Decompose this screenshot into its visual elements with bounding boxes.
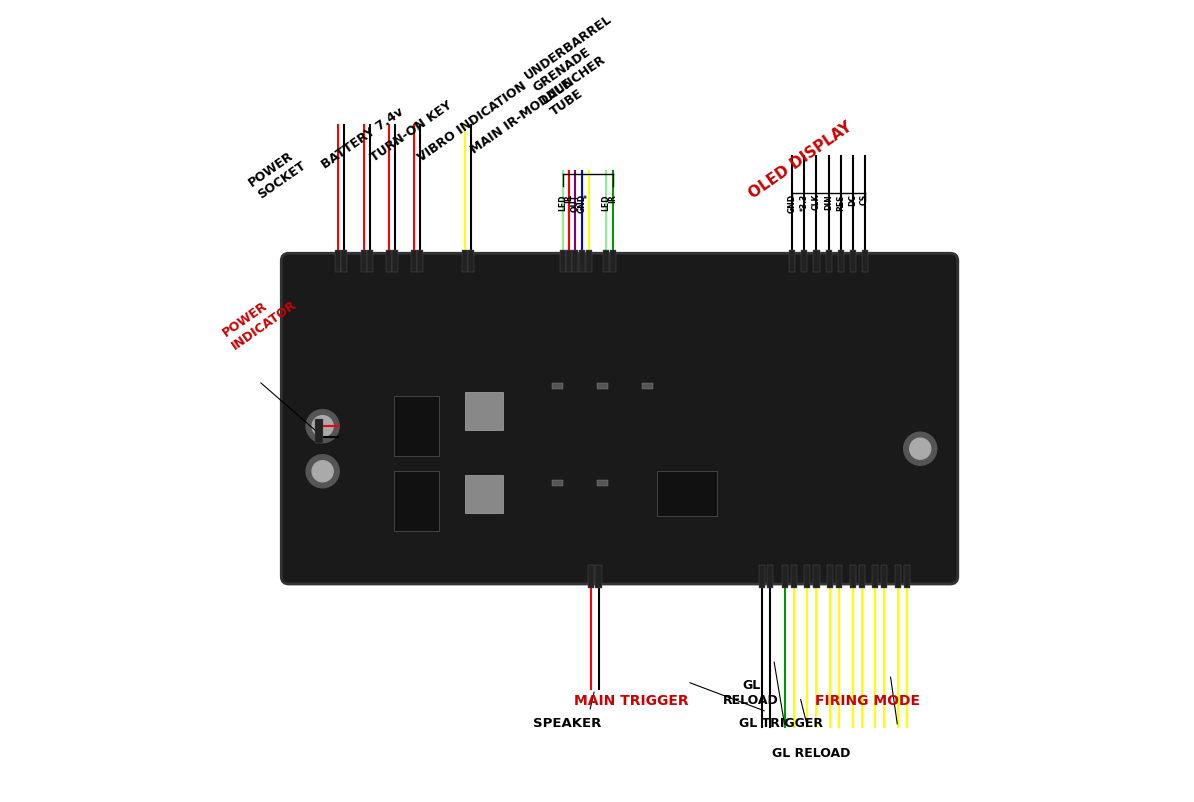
Bar (468, 250, 474, 273)
Bar (862, 250, 868, 273)
Text: DIN: DIN (824, 194, 833, 209)
Bar (801, 250, 807, 273)
Text: MAIN TRIGGER: MAIN TRIGGER (573, 693, 688, 707)
Text: *: * (584, 194, 593, 198)
Bar (767, 565, 773, 588)
Bar (603, 250, 609, 273)
Bar (837, 250, 843, 273)
Bar (850, 250, 856, 273)
Text: GL
RELOAD: GL RELOAD (724, 678, 778, 706)
Text: OLED DISPLAY: OLED DISPLAY (746, 119, 855, 201)
Bar (790, 565, 796, 588)
Text: OUT: OUT (571, 194, 580, 212)
Bar (411, 250, 417, 273)
Text: DC: DC (848, 194, 857, 206)
Bar (462, 250, 468, 273)
Text: CLK: CLK (812, 194, 821, 210)
Circle shape (904, 432, 937, 466)
Circle shape (306, 410, 339, 444)
Circle shape (306, 456, 339, 488)
Bar (782, 565, 788, 588)
Bar (552, 383, 564, 389)
Bar (597, 480, 608, 487)
Text: GL RELOAD: GL RELOAD (773, 746, 850, 759)
Bar (850, 565, 856, 588)
Bar (367, 250, 373, 273)
Text: CS: CS (860, 194, 869, 205)
Text: VIBRO INDICATION: VIBRO INDICATION (416, 79, 529, 164)
Circle shape (312, 461, 333, 482)
Bar (858, 565, 864, 588)
Text: *3.3: *3.3 (800, 194, 810, 211)
Bar (805, 565, 811, 588)
Bar (789, 250, 795, 273)
Bar (334, 250, 340, 273)
Bar (552, 480, 564, 487)
Bar (894, 565, 900, 588)
Bar (572, 250, 578, 273)
Bar (825, 250, 831, 273)
Bar (560, 250, 566, 273)
Text: GL TRIGGER: GL TRIGGER (739, 715, 823, 729)
Bar (596, 565, 602, 588)
Text: IR: IR (565, 194, 573, 203)
Text: SPEAKER: SPEAKER (533, 715, 601, 729)
Bar (586, 250, 592, 273)
Text: LED: LED (602, 194, 610, 210)
Text: BATTERY 7.4v: BATTERY 7.4v (319, 105, 406, 172)
Text: RES: RES (836, 194, 845, 210)
Bar (813, 250, 819, 273)
Bar (881, 565, 887, 588)
Bar (417, 250, 423, 273)
Circle shape (312, 416, 333, 437)
Bar (597, 383, 608, 389)
Text: GND: GND (578, 194, 586, 213)
Text: IR: IR (608, 194, 617, 203)
Text: GND: GND (788, 194, 796, 213)
Bar (759, 565, 765, 588)
Bar (610, 250, 616, 273)
Bar (315, 420, 322, 444)
Bar (579, 250, 585, 273)
Bar (466, 393, 503, 431)
Bar (386, 250, 392, 273)
Bar (361, 250, 367, 273)
Bar (904, 565, 910, 588)
Bar (827, 565, 833, 588)
Circle shape (910, 439, 931, 460)
Text: FIRING MODE: FIRING MODE (816, 693, 921, 707)
Text: LED: LED (559, 194, 567, 210)
Bar (466, 476, 503, 513)
Bar (566, 250, 572, 273)
Bar (394, 396, 439, 456)
Text: MAIN IR-MODULE: MAIN IR-MODULE (468, 77, 574, 156)
FancyBboxPatch shape (282, 254, 958, 585)
Text: UNDERBARREL
GRENADE
LAUNCHER
TUBE: UNDERBARREL GRENADE LAUNCHER TUBE (523, 12, 640, 119)
Bar (642, 383, 653, 389)
Text: POWER
SOCKET: POWER SOCKET (246, 147, 308, 201)
Bar (392, 250, 398, 273)
Bar (340, 250, 346, 273)
Bar (836, 565, 842, 588)
Bar (657, 472, 718, 516)
Text: TURN-ON KEY: TURN-ON KEY (368, 98, 454, 164)
Text: POWER
INDICATOR: POWER INDICATOR (220, 285, 298, 351)
Bar (394, 472, 439, 532)
Bar (872, 565, 878, 588)
Bar (587, 565, 593, 588)
Bar (813, 565, 819, 588)
